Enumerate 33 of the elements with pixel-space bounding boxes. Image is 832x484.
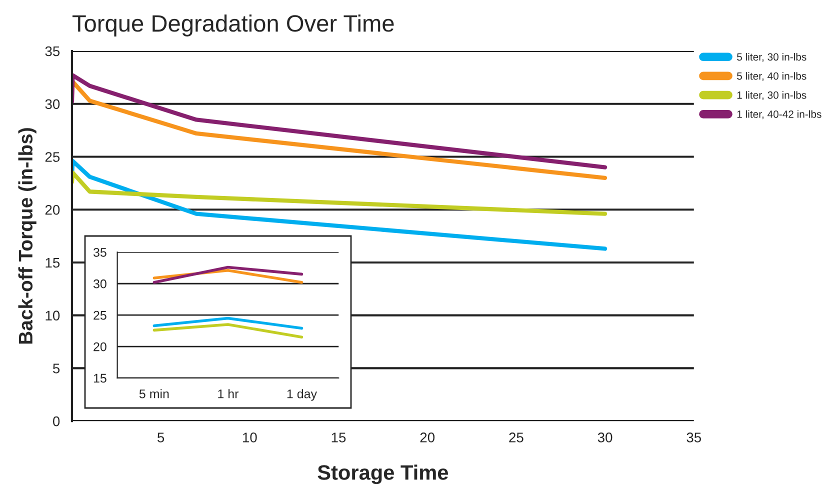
x-tick-label: 10 bbox=[242, 432, 257, 442]
x-tick-label: 5 min bbox=[139, 389, 169, 398]
x-tick-label: 15 bbox=[332, 432, 346, 442]
y-tick-label: 25 bbox=[45, 152, 60, 162]
x-tick-label: 30 bbox=[598, 432, 612, 442]
y-tick-label: 0 bbox=[52, 416, 60, 426]
y-axis-title: Back-off Torque (in-lbs) bbox=[18, 128, 36, 344]
legend-label: 1 liter, 40-42 in-lbs bbox=[737, 110, 822, 120]
x-tick-label: 1 day bbox=[287, 389, 318, 401]
y-tick-label: 15 bbox=[46, 258, 60, 268]
line-series bbox=[72, 170, 608, 216]
legend-label: 5 liter, 40 in-lbs bbox=[737, 72, 806, 81]
x-tick-label: 1 hr bbox=[218, 389, 239, 398]
line-series bbox=[72, 80, 608, 180]
x-tick-label: 35 bbox=[686, 432, 702, 442]
y-tick-label: 35 bbox=[93, 248, 106, 257]
line-series bbox=[72, 73, 608, 170]
y-tick-label: 20 bbox=[94, 342, 106, 352]
x-axis-title: Storage Time bbox=[318, 464, 448, 484]
y-tick-label: 25 bbox=[94, 310, 106, 320]
y-tick-label: 30 bbox=[45, 99, 60, 110]
x-tick-label: 25 bbox=[509, 432, 524, 442]
y-tick-label: 35 bbox=[45, 46, 60, 56]
x-tick-label: 5 bbox=[158, 432, 164, 442]
chart-title: Torque Degradation Over Time bbox=[72, 14, 394, 36]
y-tick-label: 10 bbox=[46, 310, 60, 321]
legend-label: 1 liter, 30 in-lbs bbox=[737, 91, 806, 100]
y-tick-label: 5 bbox=[52, 364, 60, 374]
y-tick-label: 20 bbox=[45, 204, 60, 215]
legend-label: 5 liter, 30 in-lbs bbox=[737, 52, 806, 62]
x-tick-label: 20 bbox=[420, 432, 435, 442]
y-tick-label: 15 bbox=[94, 374, 106, 383]
y-tick-label: 30 bbox=[93, 279, 106, 288]
